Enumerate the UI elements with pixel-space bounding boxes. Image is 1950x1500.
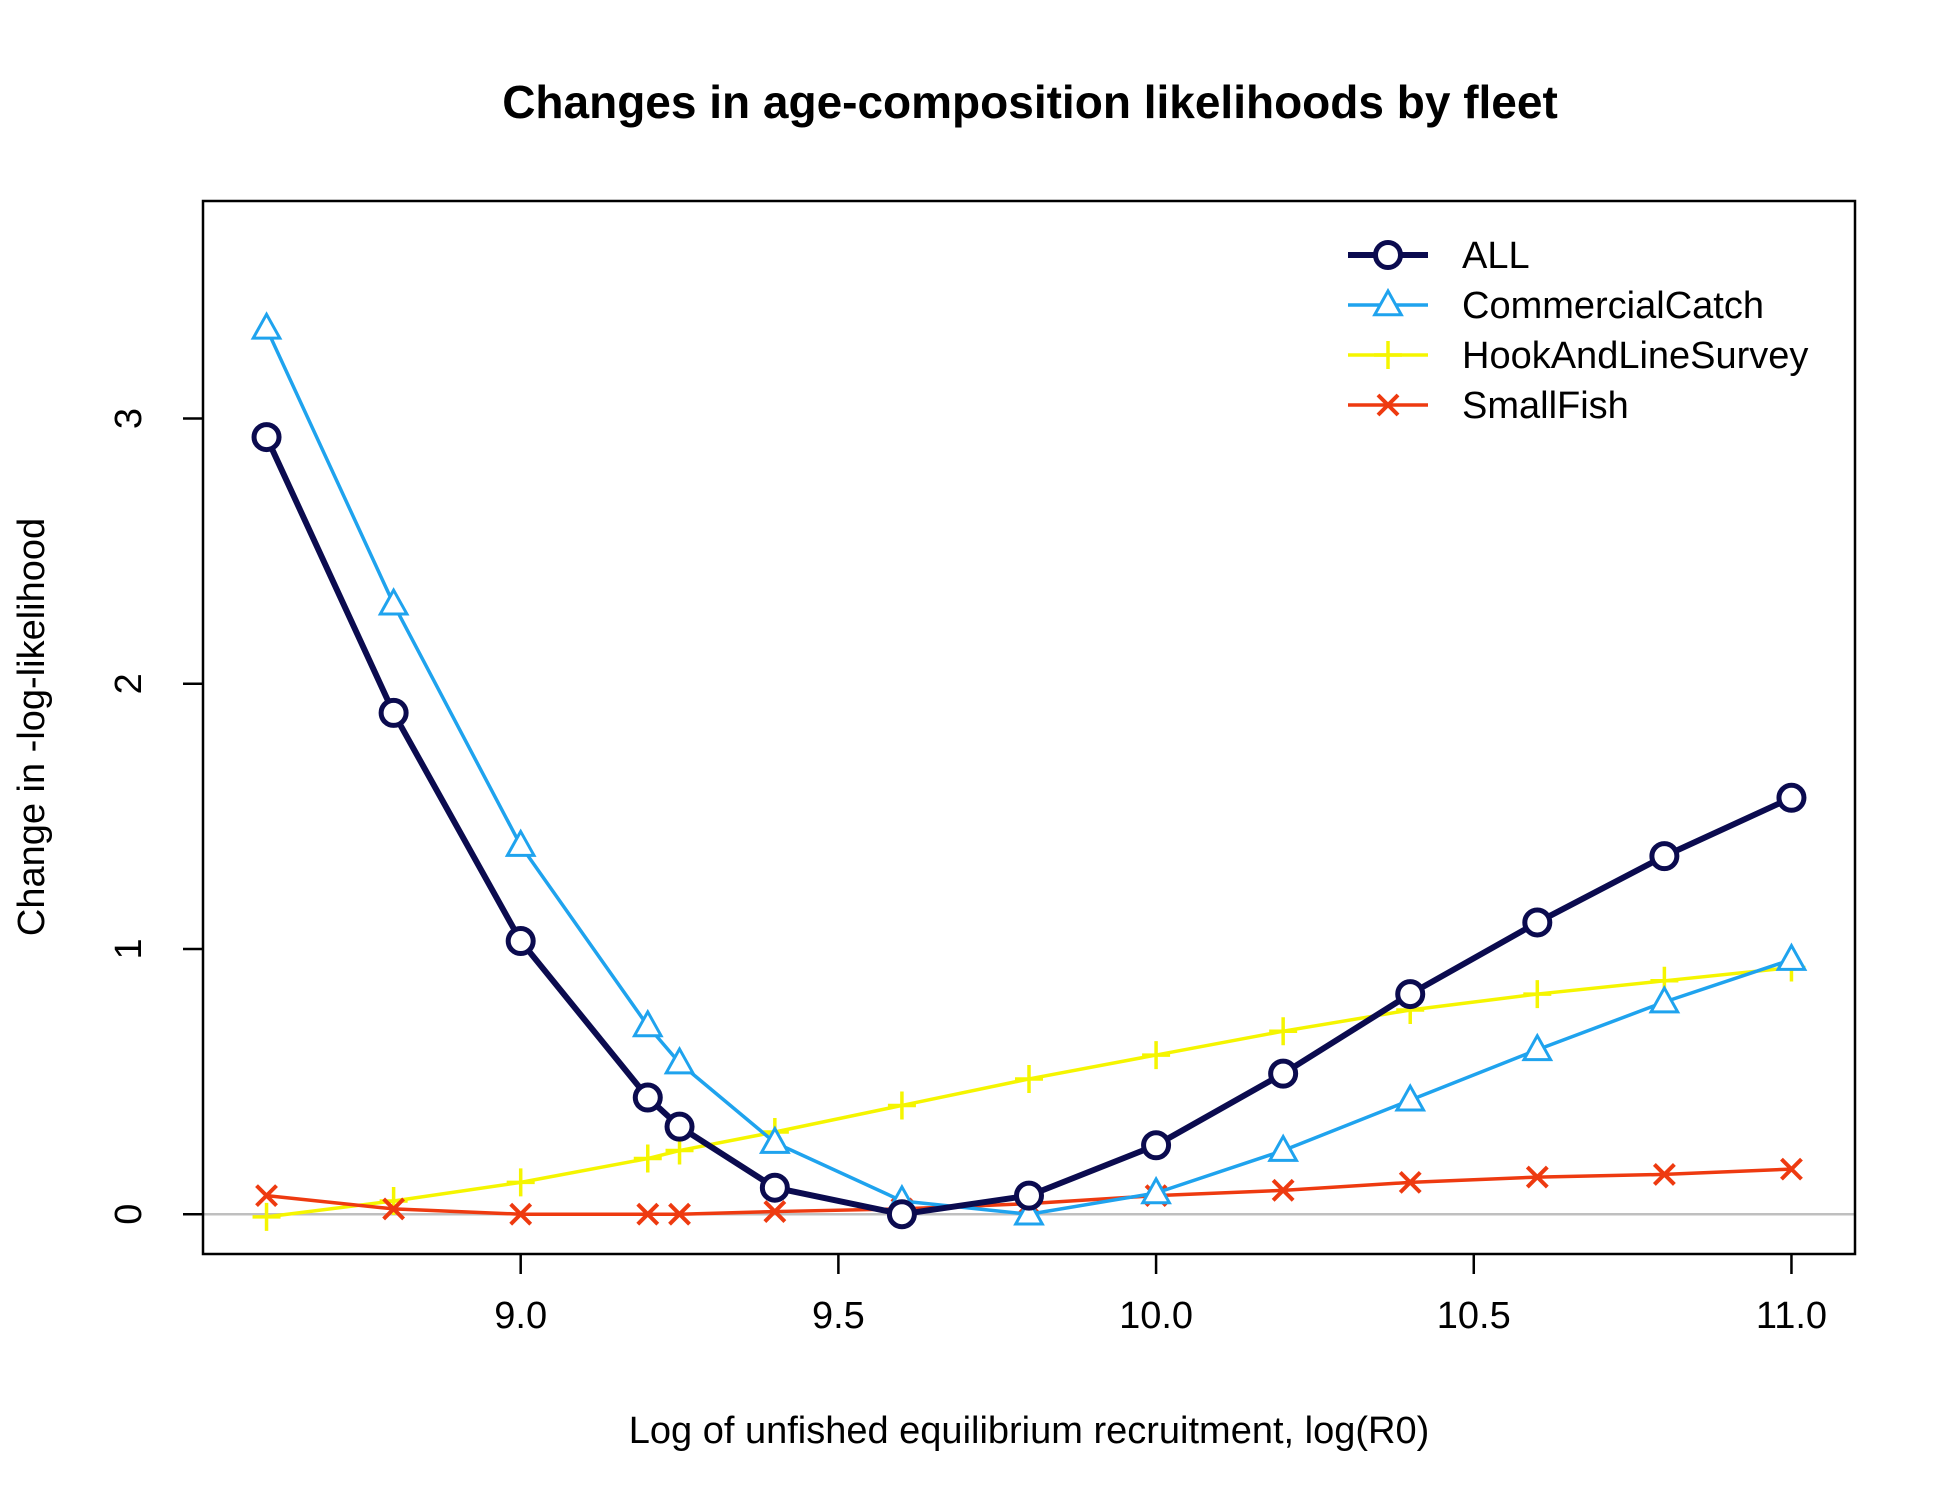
legend-label-small-fish: SmallFish (1462, 385, 1629, 427)
data-point-commercial-catch (250, 311, 283, 340)
data-point-commercial-catch (1394, 1083, 1427, 1112)
data-point-small-fish (1525, 1165, 1549, 1189)
chart-title: Changes in age-composition likelihoods b… (502, 76, 1558, 128)
y-tick-label: 0 (108, 1204, 150, 1225)
data-point-all (664, 1111, 695, 1142)
data-point-commercial-catch (663, 1045, 696, 1075)
data-point-all (251, 422, 282, 453)
data-point-small-fish (1780, 1157, 1803, 1181)
legend-item-all: ALL (1348, 235, 1530, 277)
data-point-all (1268, 1058, 1299, 1089)
legend-marker-commercial-catch (1372, 287, 1404, 317)
y-tick-label: 1 (108, 938, 150, 959)
x-tick-label: 10.5 (1437, 1295, 1511, 1337)
legend-item-hook-and-line-survey: HookAndLineSurvey (1348, 335, 1808, 377)
data-point-all (378, 697, 409, 728)
legend-item-commercial-catch: CommercialCatch (1348, 285, 1764, 327)
data-point-all (886, 1199, 917, 1230)
data-point-commercial-catch (1013, 1197, 1045, 1226)
data-point-hook-and-line-survey (1015, 1064, 1043, 1093)
data-point-all (1395, 979, 1426, 1010)
data-point-commercial-catch (631, 1008, 664, 1038)
data-point-small-fish (1398, 1170, 1422, 1194)
data-point-all (1649, 841, 1680, 872)
series-line-hook-and-line-survey (266, 965, 1792, 1219)
data-point-commercial-catch (1140, 1175, 1172, 1205)
data-point-small-fish (1271, 1178, 1295, 1202)
data-point-small-fish (1652, 1163, 1676, 1186)
data-point-small-fish (255, 1184, 278, 1208)
x-tick-label: 11.0 (1756, 1295, 1827, 1337)
data-point-all (632, 1082, 663, 1113)
y-tick-label: 3 (108, 408, 150, 429)
data-point-hook-and-line-survey (1142, 1041, 1171, 1070)
x-tick-label: 9.5 (812, 1295, 865, 1337)
data-point-small-fish (763, 1200, 787, 1223)
legend-label-all: ALL (1462, 235, 1530, 277)
data-point-commercial-catch (758, 1125, 791, 1154)
plot-frame (201, 199, 1857, 1256)
legend-marker-all (1373, 240, 1403, 270)
data-point-commercial-catch (1775, 942, 1808, 971)
legend-label-commercial-catch: CommercialCatch (1462, 285, 1764, 327)
x-axis: 9.0 9.5 10.0 10.5 11.0 (494, 1254, 1827, 1337)
y-axis-title: Change in -log-likelihood (11, 518, 53, 936)
data-point-commercial-catch (1267, 1133, 1300, 1162)
y-tick-label: 2 (108, 673, 150, 694)
data-point-all (1522, 907, 1553, 938)
data-point-hook-and-line-survey (1269, 1017, 1298, 1046)
data-point-small-fish (668, 1202, 691, 1226)
data-point-hook-and-line-survey (1523, 980, 1552, 1009)
data-point-commercial-catch (377, 587, 410, 616)
data-point-hook-and-line-survey (252, 1202, 281, 1231)
plot-area (203, 311, 1855, 1231)
data-point-all (505, 926, 536, 957)
y-axis: 0 1 2 3 (108, 408, 203, 1225)
legend-label-hook-and-line-survey: HookAndLineSurvey (1462, 335, 1808, 377)
legend-item-small-fish: SmallFish (1348, 385, 1629, 427)
data-point-hook-and-line-survey (887, 1091, 916, 1120)
series-line-all (263, 435, 1793, 1218)
x-axis-title: Log of unfished equilibrium recruitment,… (629, 1410, 1430, 1452)
data-point-commercial-catch (1521, 1032, 1554, 1062)
data-point-small-fish (509, 1202, 533, 1226)
x-tick-label: 10.0 (1119, 1295, 1193, 1337)
data-point-all (1014, 1180, 1044, 1211)
data-point-hook-and-line-survey (633, 1144, 662, 1173)
data-point-small-fish (382, 1197, 406, 1221)
x-tick-label: 9.0 (494, 1295, 547, 1337)
legend: ALL CommercialCatch HookAndLineSurvey Small… (1348, 235, 1808, 427)
legend-marker-hook-and-line-survey (1374, 341, 1402, 369)
data-point-small-fish (636, 1202, 660, 1226)
series-all (251, 422, 1807, 1230)
legend-marker-small-fish (1376, 393, 1400, 417)
data-point-commercial-catch (504, 828, 537, 857)
data-point-all (759, 1172, 790, 1203)
data-point-all (1776, 782, 1807, 813)
data-point-commercial-catch (1648, 984, 1681, 1014)
data-point-all (1141, 1130, 1172, 1161)
data-point-hook-and-line-survey (506, 1168, 535, 1197)
